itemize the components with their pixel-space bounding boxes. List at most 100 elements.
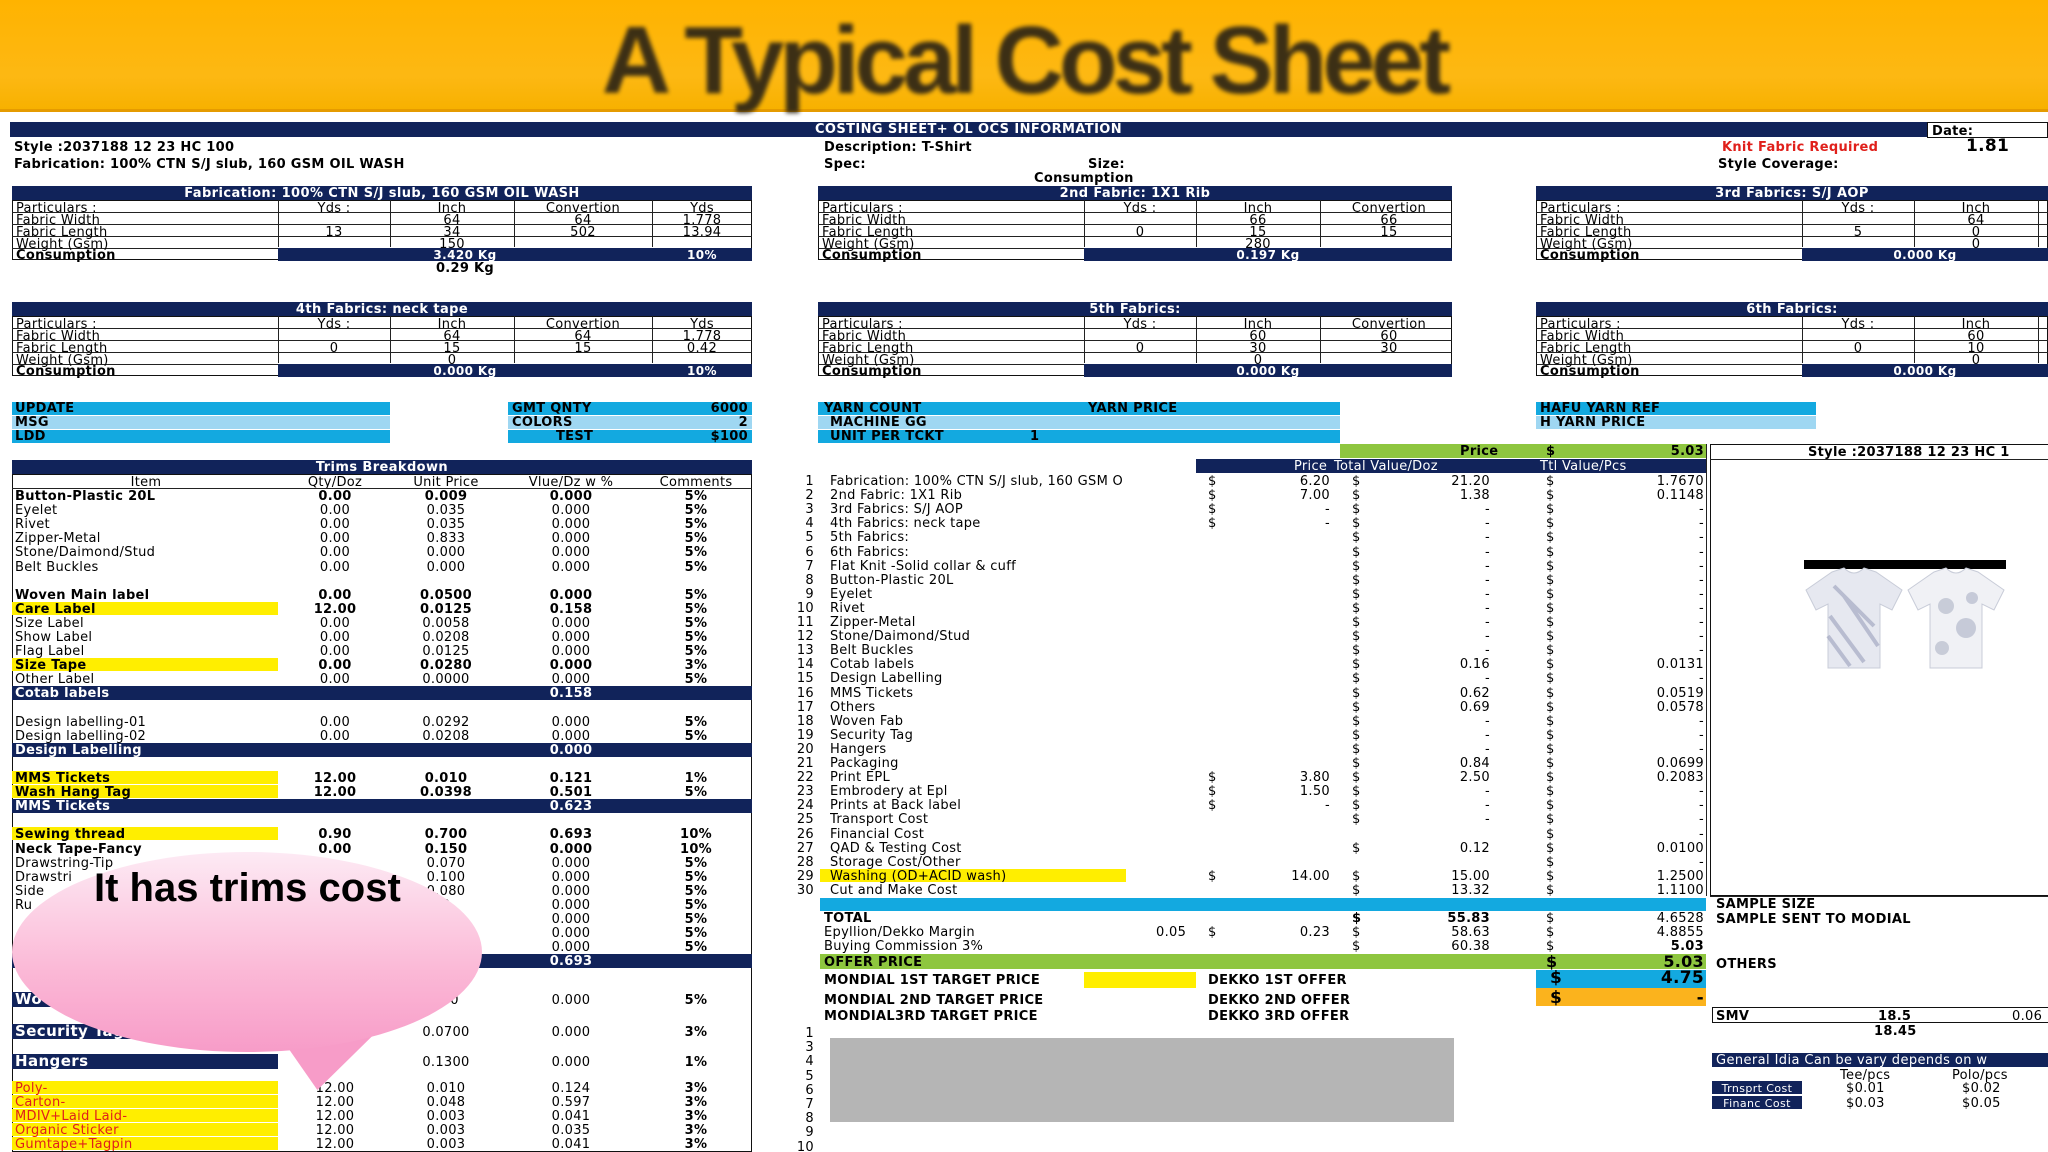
fabric-row-label: Fabric Width	[1540, 213, 1625, 228]
trims-qty: 0.00	[319, 531, 351, 547]
summary-item: Fabrication: 100% CTN S/J slub, 160 GSM …	[830, 475, 1124, 488]
trims-value: 0.000	[549, 658, 593, 674]
yarn-price-label: YARN PRICE	[1088, 401, 1178, 416]
summary-row-number: 23	[796, 784, 814, 800]
summary-ttl-sym: $	[1546, 586, 1555, 602]
trims-item: Drawstring-Tip	[15, 855, 114, 871]
financ-polo: $0.05	[1962, 1096, 2001, 1111]
summary-price: 3.80	[1299, 770, 1330, 786]
trims-value: 0.000	[551, 517, 591, 533]
fabric-row-rule	[818, 236, 1452, 237]
trims-price: 0.035	[426, 517, 466, 533]
trims-item: Button-Plastic 20L	[15, 489, 156, 504]
summary-price: -	[1325, 516, 1330, 532]
fabric-cell: 5	[1853, 225, 1863, 240]
summary-ttl: -	[1699, 530, 1704, 546]
summary-price-sym: $	[1208, 798, 1217, 814]
fabric-cell: 34	[443, 225, 461, 240]
summary-ttl-sym: $	[1546, 882, 1555, 898]
fabric-cell: 13.94	[682, 225, 722, 240]
trims-qty: 0.00	[319, 517, 351, 533]
summary-ttl-sym: $	[1546, 784, 1555, 800]
trims-value: 0.000	[551, 559, 591, 575]
trims-item: Woven Main label	[15, 587, 150, 603]
trims-highlight	[12, 827, 278, 841]
fabric-title: Fabrication: 100% CTN S/J slub, 160 GSM …	[12, 186, 752, 201]
trims-comment: 5%	[684, 855, 708, 871]
buying-label: Buying Commission 3%	[824, 939, 984, 954]
packing-price: 0.003	[426, 1109, 466, 1124]
summary-item: Woven Fab	[830, 714, 904, 728]
trims-comment: 5%	[684, 503, 708, 519]
summary-ttl-sym: $	[1546, 868, 1555, 884]
summary-item: Flat Knit -Solid collar & cuff	[830, 559, 1016, 573]
summary-ttl-sym: $	[1546, 741, 1555, 757]
target-1-input[interactable]	[1084, 972, 1196, 988]
fabric-cell: 280	[1245, 237, 1271, 252]
summary-total: 15.00	[1451, 868, 1490, 884]
summary-ttl-sym: $	[1546, 854, 1555, 870]
trims-value: 0.623	[549, 799, 593, 815]
trims-comment: 5%	[684, 869, 708, 885]
packing-qty: 12.00	[315, 1137, 355, 1152]
summary-price-sym: $	[1208, 770, 1217, 786]
fabric-cell: 1.778	[682, 329, 722, 344]
trims-item: Other Label	[15, 672, 95, 688]
trims-value: 0.000	[551, 926, 591, 942]
summary-row-number: 17	[796, 699, 814, 715]
fabric-cell: 15	[574, 341, 592, 356]
trims-lower-item: Hangers	[12, 1054, 278, 1069]
fabric-col-rule	[278, 316, 279, 363]
summary-total: -	[1485, 784, 1490, 800]
summary-ttl: -	[1699, 826, 1704, 842]
summary-row-number: 3	[805, 502, 814, 518]
summary-total-sym: $	[1352, 713, 1361, 729]
price-label: Price	[1460, 444, 1499, 459]
trims-value: 0.000	[551, 714, 591, 730]
update-label: UPDATE	[15, 401, 75, 416]
fabric-row-label: Fabric Width	[822, 213, 907, 228]
summary-item: Packaging	[830, 757, 899, 770]
summary-row-number: 20	[796, 741, 814, 757]
summary-ttl-sym: $	[1546, 685, 1555, 701]
summary-price: 1.50	[1299, 784, 1330, 800]
fabric-row-label: Consumption	[1540, 364, 1640, 379]
trims-item: Size Label	[15, 615, 84, 631]
summary-total: -	[1485, 713, 1490, 729]
trims-value: 0.501	[549, 785, 593, 801]
trims-qty: 0.00	[318, 489, 352, 504]
trims-item: Rivet	[15, 517, 50, 533]
fabric-cell: 60	[1967, 329, 1985, 344]
fabric-col-header: Yds	[690, 201, 714, 216]
sample-divider	[1710, 896, 2048, 897]
date-label: Date:	[1932, 124, 1974, 139]
packing-item: Carton-	[15, 1095, 66, 1110]
summary-row-number: 5	[805, 530, 814, 546]
garment-image-bar	[1804, 560, 2006, 569]
fabric-cell: 15	[1249, 225, 1267, 240]
summary-total-sym: $	[1352, 727, 1361, 743]
style-label: Style :2037188 12 23 HC 100	[14, 140, 235, 155]
fabric-title: 2nd Fabric: 1X1 Rib	[818, 186, 1452, 201]
tshirt-back-image	[1907, 567, 2005, 669]
fabric-cell: 66	[1380, 213, 1398, 228]
style-panel	[1710, 444, 2048, 896]
trims-value: 0.000	[551, 728, 591, 744]
margin-label: Epyllion/Dekko Margin	[824, 925, 975, 940]
packing-value: 0.035	[551, 1123, 591, 1138]
fabric-row-label: Fabric Length	[16, 225, 108, 240]
trims-qty: 0.00	[319, 714, 351, 730]
fabric-row-label: Particulars :	[16, 201, 97, 216]
summary-ttl: -	[1699, 713, 1704, 729]
fabric-cell: 64	[443, 213, 461, 228]
spec-label: Spec:	[824, 157, 866, 172]
msg-bar	[12, 416, 390, 429]
summary-item: QAD & Testing Cost	[830, 841, 962, 855]
fabric-col-header: Inch	[1961, 201, 1991, 216]
packing-price: 0.048	[426, 1095, 466, 1110]
summary-ttl: 1.7670	[1656, 474, 1704, 489]
summary-row-number: 10	[796, 600, 814, 616]
smv-box	[1712, 1007, 2048, 1023]
summary-total-sym: $	[1352, 502, 1361, 518]
summary-price-sym: $	[1208, 868, 1217, 884]
